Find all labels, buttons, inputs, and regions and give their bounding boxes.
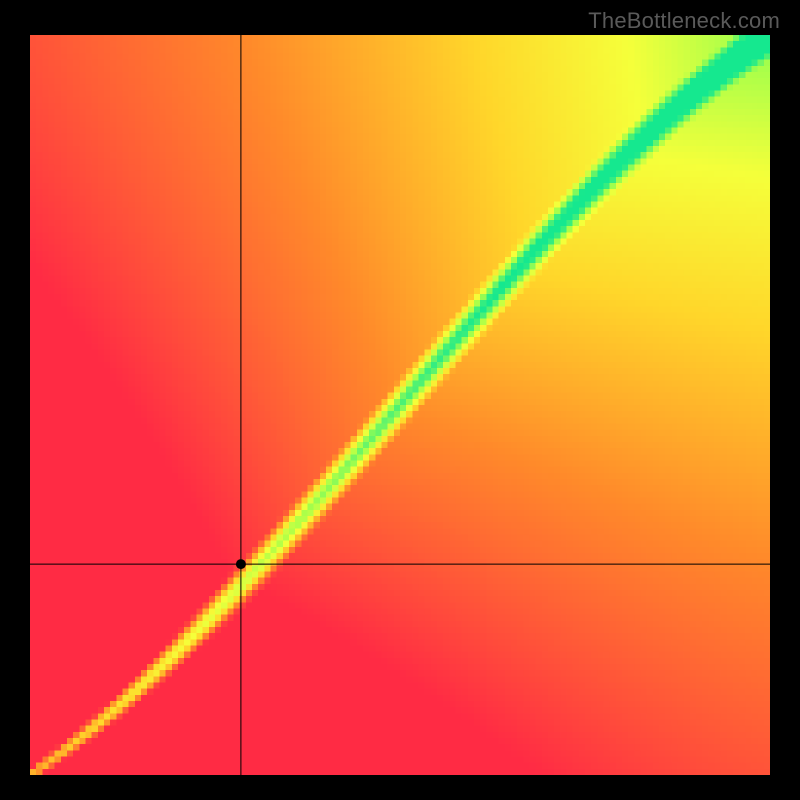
watermark-text: TheBottleneck.com (588, 8, 780, 34)
chart-container: TheBottleneck.com (0, 0, 800, 800)
heatmap-canvas (30, 35, 770, 775)
plot-area (30, 35, 770, 775)
